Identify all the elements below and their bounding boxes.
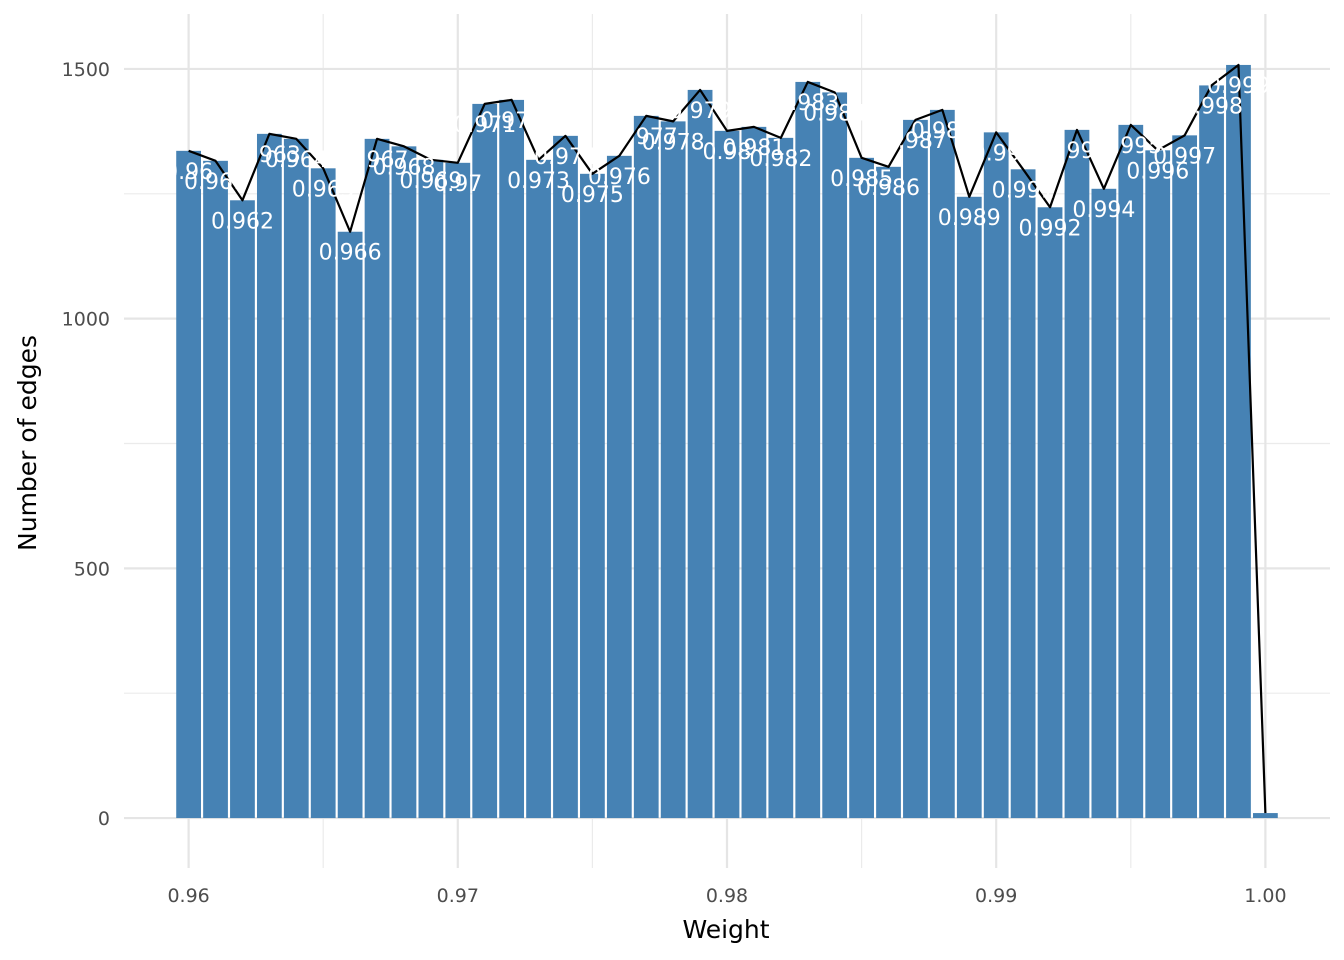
x-tick-label: 0.98 (706, 885, 748, 907)
bar (310, 168, 336, 819)
bar (553, 135, 578, 819)
y-tick-label: 1000 (62, 309, 110, 331)
bar (1226, 64, 1251, 819)
x-axis-title: Weight (682, 915, 769, 944)
data-label: 0.983 (776, 91, 839, 116)
bar (849, 157, 874, 819)
bar (606, 155, 632, 819)
line-layer (188, 63, 1267, 814)
bar (1118, 124, 1144, 819)
bar (418, 159, 444, 819)
bar (795, 81, 821, 819)
data-label: 0.966 (319, 241, 382, 266)
bar (472, 103, 498, 819)
bar (876, 166, 901, 819)
data-label: 0.969 (399, 169, 462, 194)
data-label: 0.977 (615, 125, 678, 150)
bar (364, 138, 390, 819)
bar-layer (176, 64, 1278, 819)
bar (822, 92, 848, 819)
data-label: 0.989 (938, 206, 1001, 231)
data-label: 0.964 (265, 148, 328, 173)
y-tick-label: 1500 (62, 59, 110, 81)
data-label: 0.973 (507, 169, 570, 194)
bar (283, 138, 309, 819)
bar (983, 132, 1009, 819)
bar (1010, 169, 1036, 819)
bar (903, 119, 928, 819)
data-label: 0.976 (588, 165, 651, 190)
data-label: 0.981 (722, 136, 785, 161)
x-tick-label: 0.96 (167, 885, 209, 907)
bar (176, 150, 201, 819)
x-tick-label: 0.97 (437, 885, 479, 907)
data-label: 0.975 (561, 183, 624, 208)
bar (956, 196, 982, 819)
bar (391, 146, 417, 819)
bar (1199, 85, 1224, 819)
data-label: 0.982 (749, 147, 812, 172)
data-label: 0.974 (534, 145, 597, 170)
data-label: 0.996 (1126, 159, 1189, 184)
data-label: 0.962 (211, 209, 274, 234)
bar (526, 159, 551, 819)
bar (580, 173, 605, 819)
data-label: 0.96 (164, 160, 213, 185)
data-label: 0.988 (911, 119, 974, 144)
data-label: 0.998 (1180, 94, 1243, 119)
y-tick-label: 500 (74, 558, 110, 580)
bar (929, 109, 955, 819)
data-label: 0.991 (992, 178, 1055, 203)
data-label: 0.961 (184, 170, 247, 195)
bar (633, 115, 659, 819)
bar (1253, 813, 1278, 819)
bar (230, 200, 255, 819)
bar (660, 121, 686, 819)
bar (1091, 188, 1117, 819)
data-label: 0.997 (1153, 144, 1216, 169)
series-line (188, 63, 1267, 814)
bar (1172, 135, 1198, 819)
bar (203, 160, 228, 819)
y-tick-label: 0 (98, 808, 110, 830)
data-label: 0.984 (803, 101, 866, 126)
data-label: 0.994 (1072, 198, 1135, 223)
data-label: 0.97 (433, 172, 482, 197)
data-label: 0.968 (372, 155, 435, 180)
y-axis-title: Number of edges (13, 335, 42, 551)
bar (741, 126, 767, 819)
data-label: 0.972 (480, 109, 543, 134)
data-label: 0.965 (292, 177, 355, 202)
axis-layer: 0.96 0.97 0.98 0.99 1.00 0 500 1000 1500 (62, 59, 1287, 907)
bar (1037, 207, 1063, 819)
data-label: 0.992 (1019, 216, 1082, 241)
data-label: 0.999 (1207, 74, 1270, 99)
data-label: 0.99 (972, 141, 1021, 166)
data-label: 0.963 (238, 143, 301, 168)
x-tick-label: 1.00 (1244, 885, 1286, 907)
data-label: 0.995 (1099, 134, 1162, 159)
data-label: 0.986 (857, 176, 920, 201)
bar (445, 162, 471, 819)
data-label-layer: 0.960.9610.9620.9630.9640.9650.9660.9670… (164, 74, 1270, 266)
bar (714, 130, 740, 819)
x-tick-label: 0.99 (975, 885, 1017, 907)
data-label: 0.993 (1045, 139, 1108, 164)
data-label: 0.967 (346, 148, 409, 173)
data-label: 0.985 (830, 167, 893, 192)
data-label: 0.978 (642, 130, 705, 155)
bar (256, 133, 282, 819)
data-label: 0.979 (669, 99, 732, 124)
bar (768, 137, 794, 819)
bar (687, 89, 713, 819)
data-label: 0.971 (453, 113, 516, 138)
data-label: 0.98 (703, 140, 752, 165)
bar (1064, 129, 1090, 819)
bar (1145, 150, 1171, 819)
bar (337, 231, 363, 819)
bar (499, 99, 525, 819)
data-label: 0.987 (884, 129, 947, 154)
